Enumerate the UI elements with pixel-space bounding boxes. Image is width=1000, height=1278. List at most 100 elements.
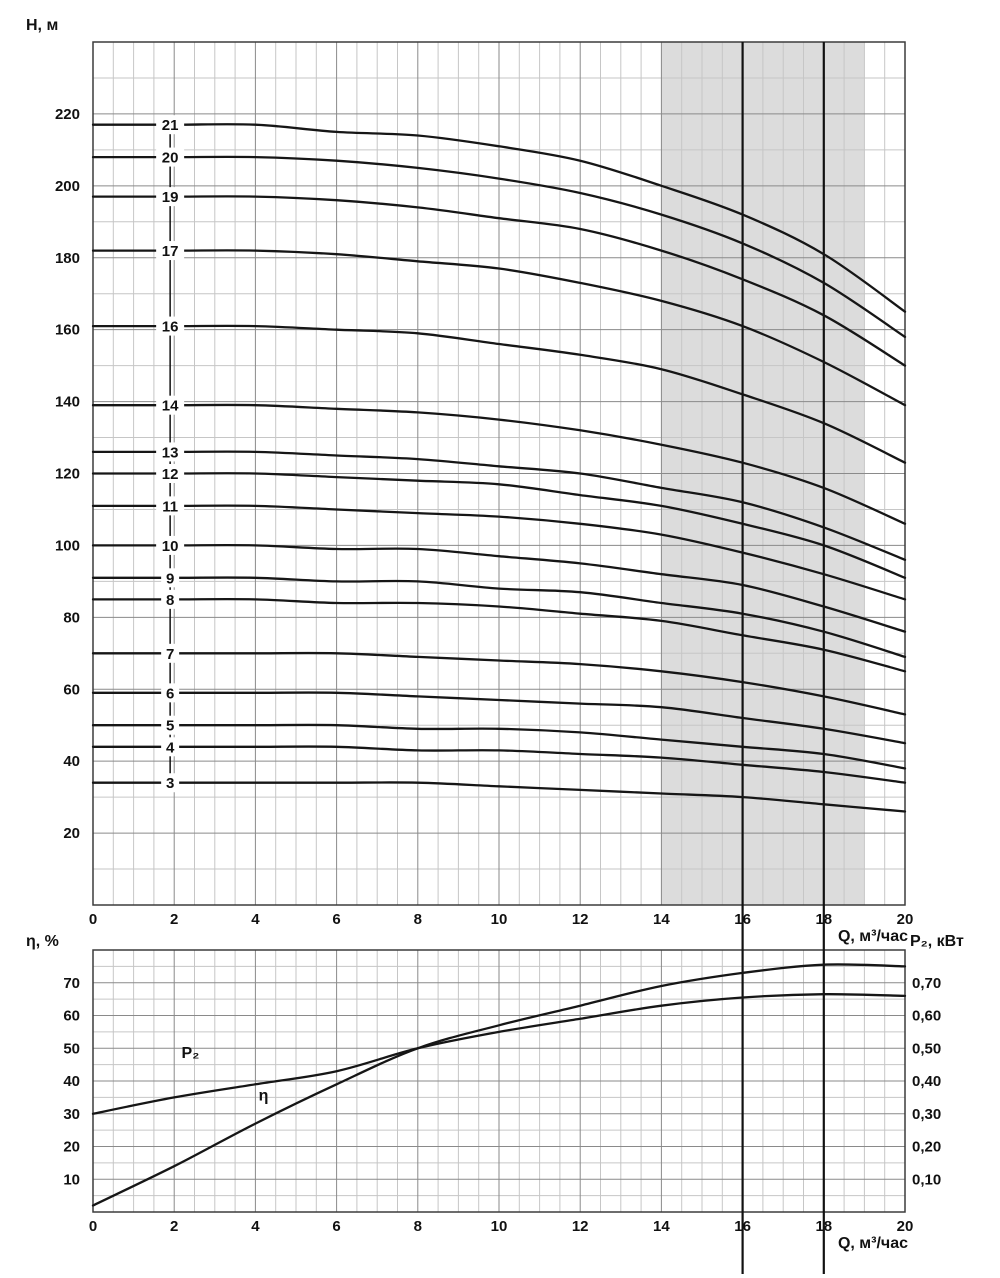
stage-label-background [161, 683, 180, 703]
top-x-tick-label: 2 [170, 911, 178, 928]
stage-count-label: 6 [166, 685, 174, 702]
stage-count-label: 4 [166, 739, 175, 756]
power-curve [91, 993, 907, 1115]
head-tick-label: 200 [55, 178, 80, 195]
bottom-x-tick-label: 0 [89, 1218, 97, 1235]
head-curve-21-stages [91, 123, 907, 313]
bottom-x-tick-label: 6 [332, 1218, 340, 1235]
efficiency-tick-label: 60 [63, 1008, 80, 1025]
power-tick-label: 0,30 [912, 1106, 941, 1123]
head-tick-label: 140 [55, 394, 80, 411]
top-x-tick-label: 4 [251, 911, 260, 928]
power-tick-label: 0,70 [912, 975, 941, 992]
head-curve-14-stages [91, 403, 907, 525]
head-tick-label: 220 [55, 106, 80, 123]
top-x-tick-label: 20 [897, 911, 914, 928]
head-curve-12-stages [91, 472, 907, 579]
head-curve-7-stages [91, 651, 907, 716]
head-tick-label: 160 [55, 322, 80, 339]
head-tick-label: 20 [63, 825, 80, 842]
stage-label-background [161, 589, 180, 609]
power-axis-title: P₂, кВт [910, 933, 964, 950]
power-tick-label: 0,50 [912, 1040, 941, 1057]
stage-label-background [156, 464, 185, 483]
stage-label-background [156, 316, 185, 336]
head-curve-11-stages [91, 504, 907, 601]
top-x-tick-label: 18 [815, 911, 832, 928]
efficiency-tick-label: 10 [63, 1171, 80, 1188]
bottom-x-tick-label: 12 [572, 1218, 589, 1235]
head-curve-4-stages [91, 745, 907, 784]
bottom-x-tick-label: 14 [653, 1218, 670, 1235]
bottom-flow-axis-title: Q, м³/час [838, 1235, 908, 1252]
stage-label-background [161, 643, 180, 663]
head-tick-label: 80 [63, 609, 80, 626]
stage-count-label: 7 [166, 646, 174, 663]
stage-count-label: 19 [162, 189, 179, 206]
stage-count-label: 20 [162, 150, 179, 167]
head-curve-20-stages [91, 155, 907, 339]
stage-count-label: 13 [162, 444, 179, 461]
stage-count-label: 14 [162, 398, 179, 415]
head-curve-10-stages [91, 543, 907, 633]
stage-label-background [156, 442, 185, 462]
head-curve-5-stages [91, 723, 907, 770]
head-tick-label: 180 [55, 250, 80, 267]
bottom-x-tick-label: 4 [251, 1218, 260, 1235]
efficiency-curve-label: η [259, 1088, 269, 1105]
stage-label-background [161, 737, 180, 757]
stage-count-label: 9 [166, 570, 174, 587]
stage-count-label: 21 [162, 117, 179, 134]
bottom-x-tick-label: 20 [897, 1218, 914, 1235]
stage-label-background [156, 395, 185, 415]
head-curve-6-stages [91, 691, 907, 745]
stage-count-label: 5 [166, 718, 174, 735]
bottom-plot-frame [92, 949, 906, 1213]
head-tick-label: 60 [63, 681, 80, 698]
top-x-tick-label: 12 [572, 911, 589, 928]
head-curve-13-stages [91, 450, 907, 561]
top-x-tick-label: 8 [414, 911, 422, 928]
stage-count-label: 10 [162, 538, 179, 555]
operating-point-lines-layer [741, 42, 825, 1274]
tick-labels-layer: 0 2 4 6 8 10 12 14 16 18 2020406080100120140160180… [55, 106, 941, 1235]
stage-label-background [156, 147, 185, 167]
stage-count-label: 16 [162, 319, 179, 336]
bottom-x-tick-label: 16 [734, 1218, 751, 1235]
top-x-tick-label: 14 [653, 911, 670, 928]
top-x-tick-label: 0 [89, 911, 97, 928]
bottom-x-tick-label: 8 [414, 1218, 422, 1235]
efficiency-curve [91, 963, 907, 1207]
power-tick-label: 0,40 [912, 1073, 941, 1090]
efficiency-tick-label: 20 [63, 1139, 80, 1156]
top-x-tick-label: 10 [491, 911, 508, 928]
head-curve-19-stages [91, 195, 907, 367]
head-curve-8-stages [91, 597, 907, 673]
head-tick-label: 40 [63, 753, 80, 770]
head-curve-17-stages [91, 249, 907, 407]
stage-label-background [161, 773, 180, 793]
efficiency-tick-label: 50 [63, 1040, 80, 1057]
curve-labels-layer: 21 20 19 17 16 14 13 12 11 10 9 8 7 6 5 4 3 η P₂ [156, 115, 269, 1105]
top-x-tick-label: 6 [332, 911, 340, 928]
head-curve-3-stages [91, 781, 907, 813]
head-tick-label: 120 [55, 466, 80, 483]
power-curve-label: P₂ [182, 1045, 200, 1062]
stage-count-label: 17 [162, 243, 179, 260]
head-tick-label: 100 [55, 537, 80, 554]
efficiency-tick-label: 30 [63, 1106, 80, 1123]
top-flow-axis-title: Q, м³/час [838, 928, 908, 945]
stage-label-background [156, 241, 185, 261]
stage-label-background [156, 496, 185, 516]
power-tick-label: 0,10 [912, 1171, 941, 1188]
power-tick-label: 0,60 [912, 1008, 941, 1025]
bottom-x-tick-label: 2 [170, 1218, 178, 1235]
stage-label-background [156, 535, 185, 555]
stage-label-background [156, 115, 185, 135]
efficiency-axis-title: η, % [26, 933, 59, 950]
stage-label-background [156, 187, 185, 207]
efficiency-tick-label: 40 [63, 1073, 80, 1090]
head-curve-16-stages [91, 324, 907, 464]
